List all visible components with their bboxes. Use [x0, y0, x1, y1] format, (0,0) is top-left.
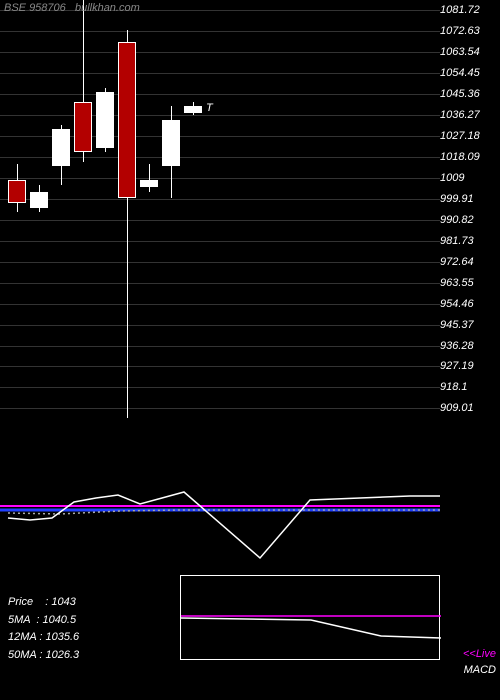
- candle: [52, 129, 70, 166]
- macd-label: MACD: [464, 664, 496, 676]
- y-axis: 1081.72 1072.63 1063.54 1054.45 1045.36 1036.…: [440, 0, 496, 420]
- y-tick-label: 936.28: [440, 340, 474, 352]
- y-tick-label: 1027.18: [440, 130, 480, 142]
- ma50-label: 50MA: [8, 649, 36, 661]
- y-tick-label: 927.19: [440, 360, 474, 372]
- candle: [184, 106, 202, 113]
- ma50-row: 50MA : 1026.3: [8, 647, 492, 665]
- info-panel: Price : 1043 5MA : 1040.5 12MA : 1035.6 …: [0, 590, 500, 700]
- ma5-row: 5MA : 1040.5: [8, 612, 492, 630]
- candle: [118, 42, 136, 199]
- y-tick-label: 999.91: [440, 193, 474, 205]
- price-label: Price: [8, 596, 33, 608]
- ma12-label: 12MA: [8, 631, 36, 643]
- symbol-label: BSE 958706: [4, 2, 66, 14]
- y-tick-label: 918.1: [440, 381, 468, 393]
- macd-chart: [0, 440, 500, 570]
- price-value: 1043: [51, 596, 75, 608]
- y-tick-label: 1018.09: [440, 151, 480, 163]
- y-tick-label: 1072.63: [440, 25, 480, 37]
- ma5-label: 5MA: [8, 614, 30, 626]
- y-tick-label: 1054.45: [440, 67, 480, 79]
- y-tick-label: 972.64: [440, 256, 474, 268]
- y-tick-label: 963.55: [440, 277, 474, 289]
- candle: [140, 180, 158, 187]
- y-tick-label: 1036.27: [440, 109, 480, 121]
- ma12-row: 12MA : 1035.6: [8, 629, 492, 647]
- candle: [96, 92, 114, 147]
- price-row: Price : 1043: [8, 594, 492, 612]
- ma50-value: 1026.3: [46, 649, 80, 661]
- candle: [162, 120, 180, 166]
- ma12-value: 1035.6: [46, 631, 80, 643]
- chart-header: BSE 958706 bullkhan.com: [4, 2, 140, 14]
- y-tick-label: 990.82: [440, 214, 474, 226]
- source-label: bullkhan.com: [75, 2, 140, 14]
- y-tick-label: 1009: [440, 172, 464, 184]
- y-tick-label: 954.46: [440, 298, 474, 310]
- y-tick-label: 1063.54: [440, 46, 480, 58]
- y-tick-label: 981.73: [440, 235, 474, 247]
- price-chart: T: [0, 0, 440, 420]
- y-tick-label: 1045.36: [440, 88, 480, 100]
- candle: [74, 102, 92, 153]
- candle: [8, 180, 26, 203]
- macd-panel: [0, 440, 500, 570]
- ma5-value: 1040.5: [42, 614, 76, 626]
- candle-marker: T: [206, 102, 213, 114]
- y-tick-label: 945.37: [440, 319, 474, 331]
- y-tick-label: 1081.72: [440, 4, 480, 16]
- live-label: <<Live: [463, 648, 496, 660]
- candle: [30, 192, 48, 208]
- y-tick-label: 909.01: [440, 402, 474, 414]
